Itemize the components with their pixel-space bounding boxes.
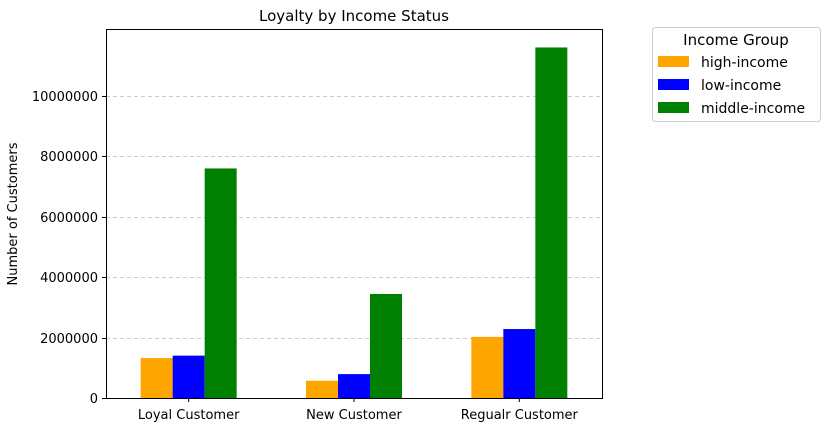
x-tick-label: Regualr Customer — [461, 408, 579, 423]
legend-entry-middle-income: middle-income — [701, 101, 805, 117]
bar-high-income-3 — [471, 336, 504, 398]
y-axis-label: Number of Customers — [6, 142, 21, 285]
y-tick-label: 6000000 — [40, 211, 98, 226]
legend-entry-high-income: high-income — [701, 55, 788, 71]
x-axis: Loyal Customer New Customer Regualr Custom… — [138, 398, 579, 423]
bar-high-income-2 — [306, 380, 338, 398]
y-tick-label: 8000000 — [40, 150, 98, 165]
y-tick-label: 4000000 — [40, 271, 98, 286]
chart-title: Loyalty by Income Status — [259, 7, 449, 25]
gridlines — [106, 96, 602, 339]
y-tick-label: 0 — [90, 392, 98, 407]
y-tick-label: 2000000 — [40, 332, 98, 347]
x-tick-label: Loyal Customer — [138, 408, 240, 423]
legend-swatch-middle-income — [658, 102, 689, 113]
bar-low-income-2 — [338, 374, 370, 398]
legend: Income Group high-income low-income middle… — [652, 27, 821, 122]
legend-entry-low-income: low-income — [701, 78, 781, 94]
x-tick-label: New Customer — [306, 408, 402, 423]
y-tick-label: 10000000 — [32, 90, 98, 105]
bar-middle-income-2 — [370, 293, 402, 398]
bars — [140, 47, 568, 398]
legend-swatch-high-income — [658, 56, 689, 67]
bar-low-income-1 — [172, 355, 205, 398]
legend-box — [652, 27, 821, 122]
legend-swatch-low-income — [658, 79, 689, 90]
bar-middle-income-3 — [535, 47, 568, 398]
bar-high-income-1 — [140, 358, 173, 398]
legend-title: Income Group — [683, 31, 789, 49]
y-axis: 0 2000000 4000000 6000000 8000000 10000000 — [32, 90, 106, 407]
bar-low-income-3 — [503, 329, 536, 398]
bar-middle-income-1 — [204, 168, 237, 398]
